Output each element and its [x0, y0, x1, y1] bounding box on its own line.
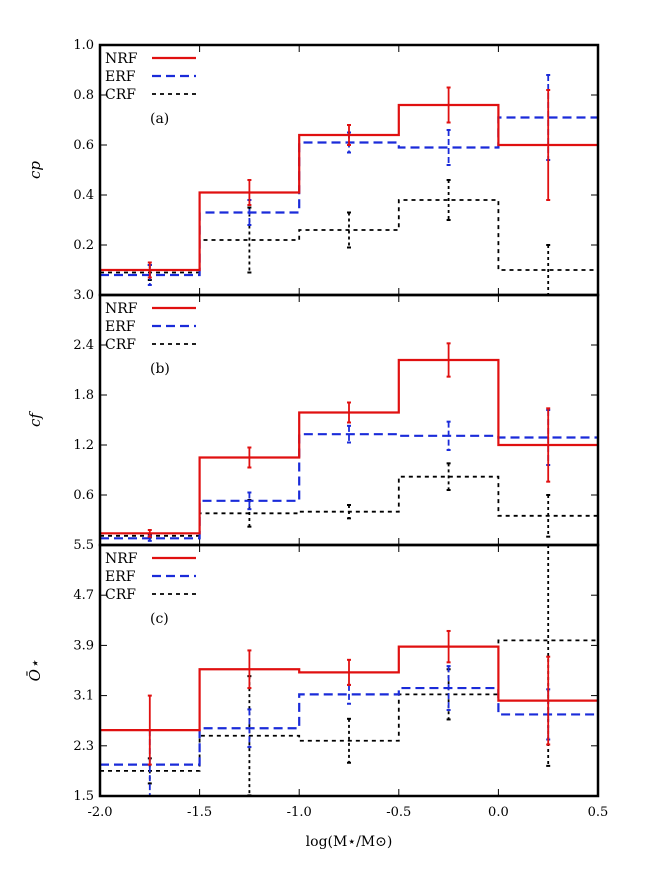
y-tick-label: 4.7 — [73, 588, 94, 603]
y-tick-label: 3.0 — [73, 288, 94, 303]
y-tick-label: 1.5 — [73, 789, 94, 804]
erf-legend-label: ERF — [105, 69, 136, 85]
crf-legend-label: CRF — [105, 587, 136, 603]
nrf-legend-label: NRF — [105, 51, 138, 67]
y-tick-label: 2.3 — [73, 739, 94, 754]
x-tick-label: 0.5 — [588, 805, 609, 820]
y-tick-label: 0.6 — [73, 488, 94, 503]
y-tick-label: 5.5 — [73, 538, 94, 553]
crf-step-line — [100, 199, 598, 274]
y-tick-label: 2.4 — [73, 338, 94, 353]
nrf-legend-label: NRF — [105, 551, 138, 567]
x-tick-label: -1.0 — [287, 805, 312, 820]
y-tick-label: 1.2 — [73, 438, 94, 453]
x-tick-label: 0.0 — [488, 805, 509, 820]
crf-legend-label: CRF — [105, 87, 136, 103]
erf-step-line — [100, 686, 598, 766]
panel-label: (a) — [150, 111, 169, 127]
panel-label: (c) — [150, 611, 169, 627]
y-tick-label: 1.0 — [73, 38, 94, 53]
erf-legend-label: ERF — [105, 319, 136, 335]
crf-step-line — [100, 639, 598, 772]
crf-legend-label: CRF — [105, 337, 136, 353]
nrf-legend-label: NRF — [105, 301, 138, 317]
erf-legend-label: ERF — [105, 569, 136, 585]
y-tick-label: 0.2 — [73, 238, 94, 253]
x-axis-label: log(M⋆/M⊙) — [306, 834, 393, 850]
y-tick-label: 3.9 — [73, 638, 94, 653]
y-axis-label: cp — [26, 161, 44, 179]
panel-label: (b) — [150, 361, 170, 377]
x-tick-label: -2.0 — [87, 805, 112, 820]
y-tick-label: 1.8 — [73, 388, 94, 403]
y-tick-label: 0.6 — [73, 138, 94, 153]
y-axis-label: Ō⋆ — [26, 660, 44, 682]
y-axis-label: cf — [26, 411, 44, 427]
y-tick-label: 0.8 — [73, 88, 94, 103]
panel-frame — [98, 543, 600, 798]
panel-frame — [98, 43, 600, 297]
x-tick-label: -1.5 — [187, 805, 212, 820]
y-tick-label: 3.1 — [73, 689, 94, 704]
x-tick-label: -0.5 — [386, 805, 411, 820]
erf-step-line — [100, 433, 598, 540]
y-tick-label: 0.4 — [73, 188, 94, 203]
